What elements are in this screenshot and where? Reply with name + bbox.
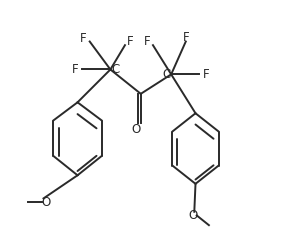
Text: F: F: [72, 63, 79, 76]
Text: F: F: [182, 31, 189, 44]
Text: F: F: [203, 68, 209, 81]
Text: C: C: [111, 63, 119, 76]
Text: O: O: [41, 196, 51, 209]
Text: O: O: [132, 123, 141, 136]
Text: F: F: [80, 32, 86, 45]
Text: F: F: [144, 35, 151, 48]
Text: O: O: [189, 209, 198, 222]
Text: C: C: [162, 68, 170, 81]
Text: F: F: [127, 35, 134, 48]
